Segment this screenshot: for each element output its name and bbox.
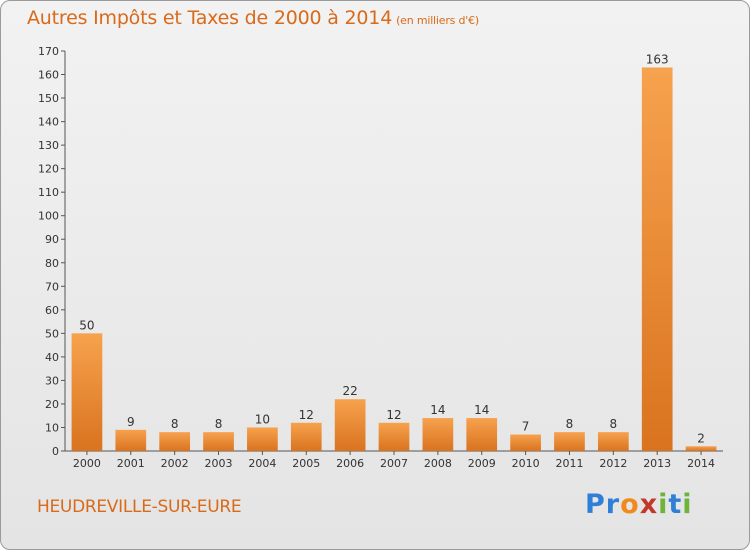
- x-tick-label: 2001: [117, 457, 145, 470]
- bar-value-label: 7: [522, 420, 530, 434]
- chart-title-text: Autres Impôts et Taxes de 2000 à 2014: [27, 7, 393, 29]
- bar-value-label: 163: [646, 52, 669, 66]
- bar-value-label: 2: [697, 431, 705, 445]
- y-tick-label: 150: [38, 92, 59, 105]
- y-tick-label: 10: [45, 421, 59, 434]
- bar: [378, 422, 410, 451]
- y-tick-label: 160: [38, 69, 59, 82]
- bar-value-label: 8: [566, 417, 574, 431]
- bar-value-label: 9: [127, 415, 135, 429]
- logo-letter: i: [682, 489, 693, 520]
- x-tick-label: 2007: [380, 457, 408, 470]
- logo-letter: i: [658, 489, 669, 520]
- y-tick-label: 70: [45, 280, 59, 293]
- bar: [71, 333, 103, 451]
- y-tick-label: 140: [38, 116, 59, 129]
- x-tick-label: 2006: [336, 457, 364, 470]
- x-tick-label: 2003: [205, 457, 233, 470]
- x-tick-label: 2005: [292, 457, 320, 470]
- bar-value-label: 12: [299, 408, 314, 422]
- x-tick-label: 2013: [643, 457, 671, 470]
- y-tick-label: 110: [38, 186, 59, 199]
- bar: [685, 446, 717, 451]
- bar: [510, 434, 541, 451]
- y-tick-label: 0: [52, 445, 59, 458]
- bar: [597, 432, 629, 451]
- x-tick-label: 2012: [599, 457, 627, 470]
- bar: [334, 399, 366, 451]
- bar-value-label: 22: [342, 384, 357, 398]
- x-tick-label: 2004: [248, 457, 276, 470]
- logo-letter: o: [620, 489, 640, 520]
- y-tick-label: 30: [45, 374, 59, 387]
- logo-letter: P: [585, 489, 606, 520]
- bar: [290, 422, 322, 451]
- bar-value-label: 14: [474, 403, 489, 417]
- bar-value-label: 8: [215, 417, 223, 431]
- y-tick-label: 100: [38, 210, 59, 223]
- bar: [115, 429, 147, 451]
- bar-value-label: 10: [255, 412, 270, 426]
- x-tick-label: 2008: [424, 457, 452, 470]
- y-tick-label: 80: [45, 257, 59, 270]
- y-tick-label: 130: [38, 139, 59, 152]
- logo-letter: t: [668, 489, 683, 520]
- x-tick-label: 2010: [512, 457, 540, 470]
- y-tick-label: 60: [45, 304, 59, 317]
- y-tick-label: 170: [38, 45, 59, 58]
- proxiti-logo: Proxiti: [585, 489, 693, 520]
- bar-value-label: 14: [430, 403, 445, 417]
- x-tick-label: 2009: [468, 457, 496, 470]
- logo-letter: r: [605, 489, 621, 520]
- bar: [554, 432, 585, 451]
- y-tick-label: 40: [45, 351, 59, 364]
- bar: [203, 432, 234, 451]
- commune-name: HEUDREVILLE-SUR-EURE: [37, 497, 242, 517]
- y-tick-label: 50: [45, 327, 59, 340]
- y-tick-label: 120: [38, 163, 59, 176]
- chart-subtitle: (en milliers d'€): [396, 14, 479, 27]
- x-tick-label: 2014: [687, 457, 715, 470]
- bar-value-label: 8: [171, 417, 179, 431]
- y-tick-label: 90: [45, 233, 59, 246]
- chart-title: Autres Impôts et Taxes de 2000 à 2014 (en…: [27, 7, 479, 29]
- bar: [247, 427, 278, 451]
- x-tick-label: 2011: [555, 457, 583, 470]
- bar: [641, 67, 673, 452]
- bar: [159, 432, 191, 451]
- bar-value-label: 50: [79, 318, 94, 332]
- bar-value-label: 12: [386, 408, 401, 422]
- y-tick-label: 20: [45, 398, 59, 411]
- x-tick-label: 2002: [161, 457, 189, 470]
- bar: [466, 418, 498, 451]
- logo-letter: x: [639, 489, 659, 520]
- x-tick-label: 2000: [73, 457, 101, 470]
- bar-value-label: 8: [610, 417, 618, 431]
- bar: [422, 418, 454, 451]
